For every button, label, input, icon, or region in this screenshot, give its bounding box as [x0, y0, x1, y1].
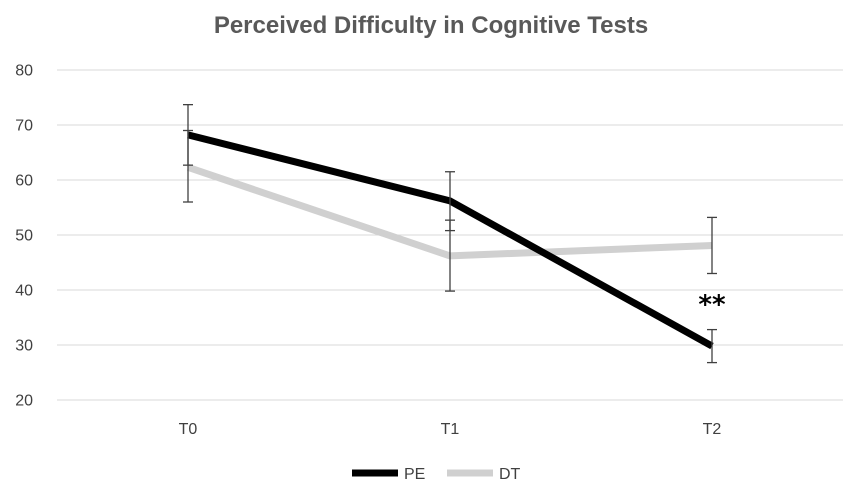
legend-label-dt: DT: [499, 466, 521, 483]
significance-marker: **: [698, 290, 726, 320]
x-tick-label-t0: T0: [179, 421, 198, 438]
error-bar-pe-t2: [707, 328, 717, 364]
y-tick-label: 20: [15, 393, 33, 410]
y-tick-label: 80: [15, 63, 33, 80]
error-bar-dt-t2: [707, 216, 717, 275]
y-tick-label: 70: [15, 118, 33, 135]
legend-item-dt: DT: [447, 466, 521, 483]
legend: PE DT: [352, 466, 521, 483]
y-tick-label: 50: [15, 228, 33, 245]
error-bar-dt-t0: [183, 129, 193, 203]
chart-title: Perceived Difficulty in Cognitive Tests: [214, 12, 648, 39]
x-axis-ticks: T0 T1 T2: [179, 421, 722, 438]
y-tick-label: 30: [15, 338, 33, 355]
error-bar-dt-t1: [445, 219, 455, 292]
error-bars: [183, 104, 717, 364]
legend-label-pe: PE: [404, 466, 425, 483]
legend-item-pe: PE: [352, 466, 425, 483]
annotations: **: [698, 290, 726, 320]
y-tick-label: 40: [15, 283, 33, 300]
x-tick-label-t2: T2: [703, 421, 722, 438]
y-tick-label: 60: [15, 173, 33, 190]
x-tick-label-t1: T1: [441, 421, 460, 438]
y-axis-ticks: 20 30 40 50 60 70 80: [15, 63, 33, 410]
